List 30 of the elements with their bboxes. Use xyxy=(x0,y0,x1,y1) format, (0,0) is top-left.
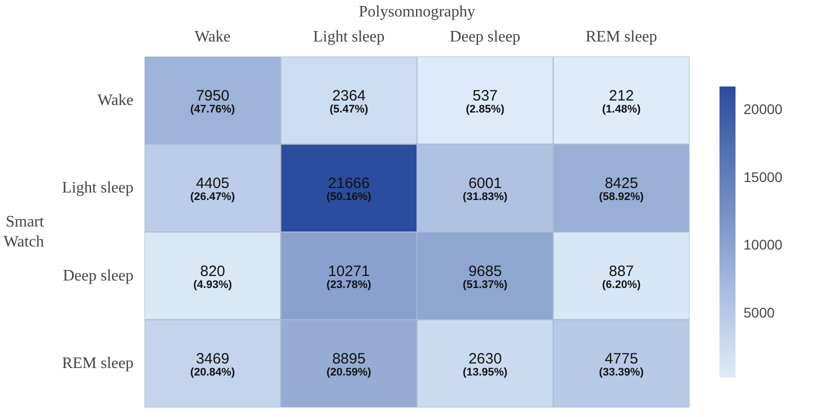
text: 8895 (20.59%) xyxy=(326,350,372,379)
x-tick-label: REM sleep xyxy=(586,28,658,46)
x-tick-label: Deep sleep xyxy=(450,28,520,46)
text: 6001 (31.83%) xyxy=(462,175,508,204)
text: 3469 (20.84%) xyxy=(190,350,235,379)
color-bar-label: 15000 xyxy=(744,168,783,185)
text: 212 (1.48%) xyxy=(602,87,641,116)
text: 820 (4.93%) xyxy=(193,262,232,291)
y-tick-label: Deep sleep xyxy=(62,267,134,284)
text: 537 (2.85%) xyxy=(466,87,504,116)
text: 10271 (23.78%) xyxy=(326,262,372,291)
text: 887 (6.20%) xyxy=(602,262,641,291)
y-tick-label: REM sleep xyxy=(62,355,134,372)
text: 21666 (50.16%) xyxy=(326,175,372,204)
text: 4405 (26.47%) xyxy=(190,175,235,204)
x-axis-title: Polysomnography xyxy=(358,4,476,20)
text: 4775 (33.39%) xyxy=(599,350,644,379)
text: 7950 (47.76%) xyxy=(190,87,235,116)
y-tick-label: Light sleep xyxy=(62,180,134,197)
color-bar-label: 20000 xyxy=(744,101,783,118)
x-tick-label: Wake xyxy=(194,28,231,46)
color-bar-label: 10000 xyxy=(744,236,783,253)
text: 9685 (51.37%) xyxy=(462,262,508,291)
text: 2364 (5.47%) xyxy=(330,87,368,116)
y-axis-title: Smart Watch xyxy=(3,213,45,251)
x-tick-label: Light sleep xyxy=(313,28,385,46)
color-bar-label: 5000 xyxy=(744,304,775,321)
text: 8425 (58.92%) xyxy=(599,175,644,204)
text: 2630 (13.95%) xyxy=(462,350,508,379)
y-tick-label: Wake xyxy=(97,92,134,109)
